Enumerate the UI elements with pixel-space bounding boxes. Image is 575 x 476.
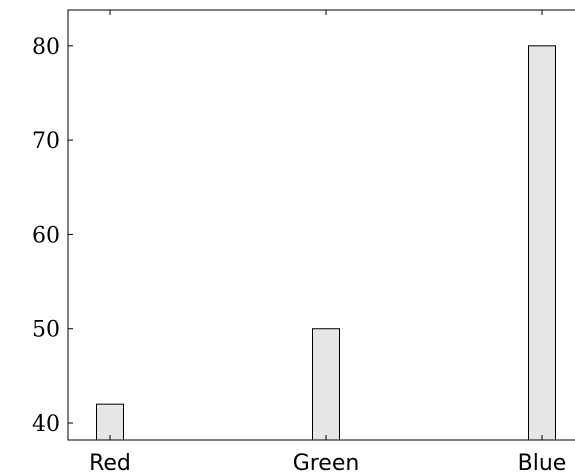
tick-marks-group: [68, 10, 543, 440]
plot-frame: [67, 9, 575, 441]
tick-labels-group: Red Green Blue 40 50 60 70 80: [32, 35, 566, 476]
y-tick-label: 40: [32, 412, 60, 437]
x-tick-label: Red: [89, 451, 131, 476]
bar-red: [96, 403, 124, 441]
bar-blue: [528, 45, 556, 441]
y-tick-label: 60: [32, 223, 60, 248]
bars-group: [96, 45, 556, 441]
x-tick-label: Green: [293, 451, 360, 476]
y-tick-label: 70: [32, 129, 60, 154]
y-tick-label: 80: [32, 35, 60, 60]
x-tick-label: Blue: [518, 451, 567, 476]
bar-green: [312, 328, 340, 441]
y-tick-label: 50: [32, 318, 60, 343]
